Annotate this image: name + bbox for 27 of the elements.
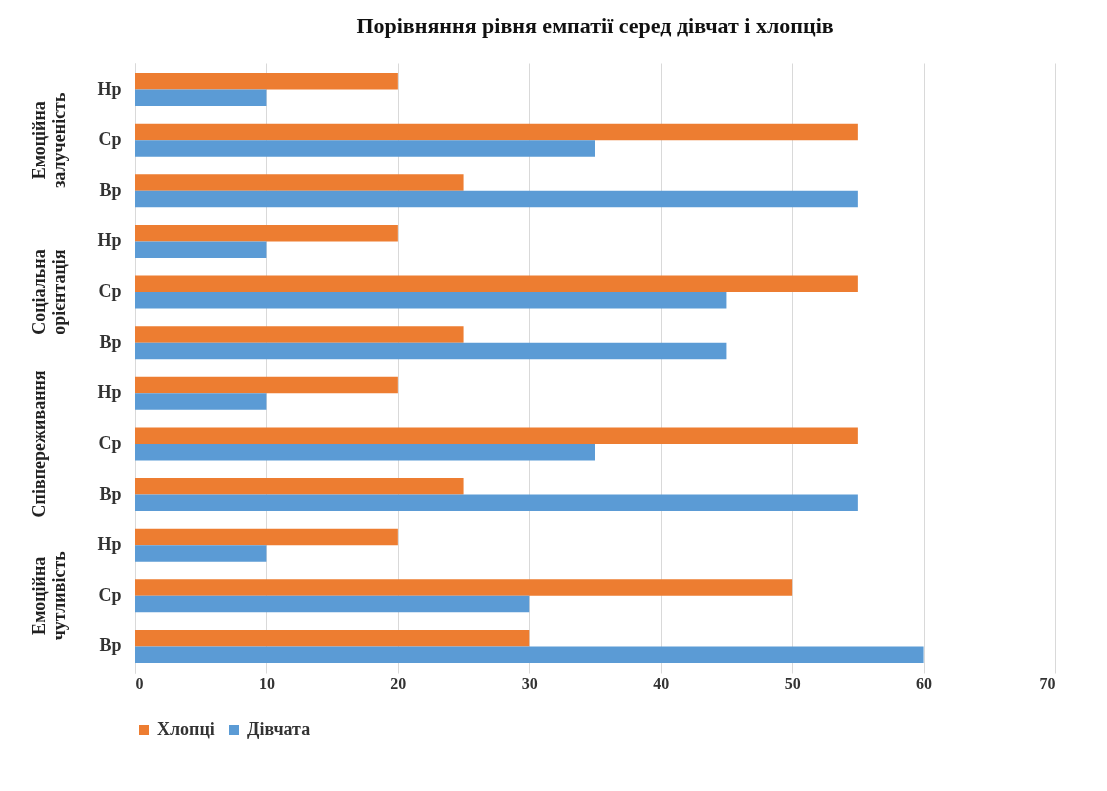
x-tick-label: 60	[916, 674, 933, 692]
y-tick-label: Вр	[99, 635, 122, 656]
y-tick-label: Вр	[99, 331, 122, 352]
text: Емоційна залученість	[29, 92, 69, 188]
y-tick-label: Ср	[98, 584, 122, 605]
y-tick-label: Нр	[97, 382, 122, 403]
legend-label: Хлопці	[157, 719, 215, 739]
text: Соціальна орієнтація	[29, 249, 69, 335]
y-tick-label: Вр	[99, 483, 122, 504]
x-tick-label: 50	[784, 674, 801, 692]
x-tick-label: 70	[1039, 674, 1056, 692]
y-tick-label: Нр	[97, 230, 122, 251]
x-tick-label: 0	[135, 674, 144, 692]
text: Співпереживання	[29, 370, 49, 518]
chart-title: Порівняння рівня емпатії серед дівчат і хлопців	[356, 13, 834, 38]
x-tick-label: 30	[521, 674, 538, 692]
y-tick-label: Нр	[97, 78, 122, 99]
y-tick-label: Ср	[98, 129, 122, 150]
text: Емоційна чутливість	[29, 550, 69, 641]
y-tick-label: Нр	[97, 534, 122, 555]
y-tick-label: Ср	[98, 432, 122, 453]
y-tick-label: Ср	[98, 281, 122, 302]
x-tick-label: 20	[390, 674, 407, 692]
y-tick-label: Вр	[99, 179, 122, 200]
x-tick-label: 40	[653, 674, 670, 692]
legend-label: Дівчата	[247, 719, 311, 739]
x-tick-label: 10	[258, 674, 275, 692]
